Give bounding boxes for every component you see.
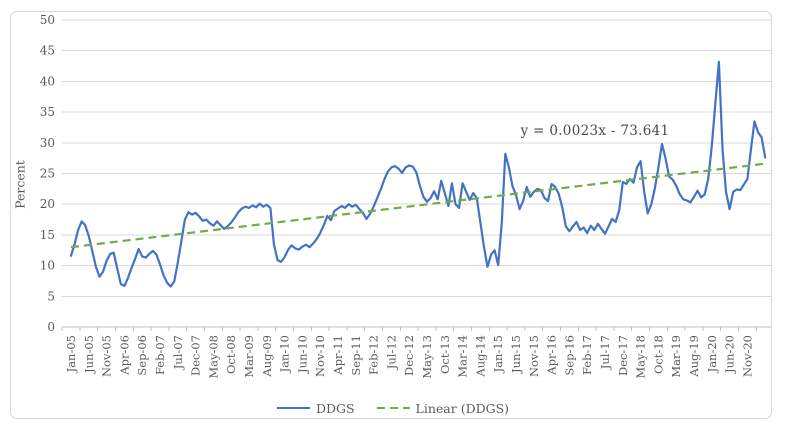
ddgs-line (69, 60, 767, 288)
x-tick-label: Mar-09 (242, 335, 256, 378)
x-tick-label: May-18 (634, 335, 648, 379)
x-tick-label: Oct-13 (438, 335, 452, 374)
x-tick-label: Aug-09 (260, 335, 274, 378)
x-tick-label: Nov-20 (740, 335, 754, 377)
x-tick-label: Sep-11 (349, 335, 363, 376)
x-tick-label: Nov-15 (527, 335, 541, 377)
x-tick-label: Jan-05 (64, 335, 78, 373)
x-tick-label: Jun-05 (82, 335, 96, 374)
legend: DDGS Linear (DDGS) (0, 398, 786, 418)
x-tick-label: Jul-12 (384, 335, 398, 370)
x-tick-label: Jul-17 (598, 335, 612, 370)
y-tick-label: 20 (40, 197, 55, 211)
y-tick-label: 45 (40, 44, 55, 58)
x-tick-label: Jun-15 (509, 335, 523, 374)
x-tick-label: Oct-08 (224, 335, 238, 374)
y-tick-label: 0 (47, 320, 55, 334)
x-tick-label: Aug-19 (687, 335, 701, 378)
x-tick-label: May-08 (206, 335, 220, 379)
y-tick-label: 30 (40, 136, 55, 150)
y-tick-label: 35 (40, 105, 55, 119)
legend-swatch-linear-ddgs (376, 406, 410, 410)
legend-swatch-ddgs (276, 406, 310, 410)
legend-item-linear-ddgs: Linear (DDGS) (376, 400, 510, 416)
x-tick-label: Jan-10 (278, 335, 292, 373)
x-tick-label: May-13 (420, 335, 434, 379)
x-tick-label: Feb-07 (153, 335, 167, 375)
y-tick-label: 15 (40, 228, 55, 242)
x-tick-label: Mar-14 (456, 335, 470, 378)
y-tick-label: 40 (40, 74, 55, 88)
legend-item-ddgs: DDGS (276, 400, 355, 416)
y-tick-label: 10 (40, 259, 55, 273)
y-tick-label: 25 (40, 167, 55, 181)
x-tick-label: Apr-06 (117, 335, 131, 376)
x-tick-label: Jun-10 (295, 335, 309, 374)
chart-frame: Percent (10, 11, 772, 419)
x-tick-label: Sep-06 (135, 335, 149, 376)
x-tick-label: Feb-12 (367, 335, 381, 375)
x-tick-label: Aug-14 (473, 335, 487, 378)
x-tick-label: Jan-20 (705, 335, 719, 373)
trendline-equation: y = 0.0023x - 73.641 (520, 123, 670, 139)
x-tick-label: Mar-19 (669, 335, 683, 378)
x-tick-label: Nov-05 (100, 335, 114, 377)
x-tick-label: Dec-12 (402, 335, 416, 376)
y-tick-label: 5 (47, 289, 55, 303)
legend-label-linear-ddgs: Linear (DDGS) (415, 400, 510, 416)
x-tick-label: Feb-17 (580, 335, 594, 375)
x-tick-label: Jul-07 (171, 335, 185, 370)
x-tick-label: Jan-15 (491, 335, 505, 373)
x-tick-label: Apr-16 (545, 335, 559, 376)
x-tick-label: Jun-20 (723, 335, 737, 374)
x-tick-label: Dec-17 (616, 335, 630, 376)
x-tick-label: Dec-07 (189, 335, 203, 376)
x-tick-label: Apr-11 (331, 335, 345, 376)
x-tick-label: Nov-10 (313, 335, 327, 377)
x-tick-label: Oct-18 (651, 335, 665, 374)
y-tick-label: 50 (40, 13, 55, 27)
x-tick-label: Sep-16 (562, 335, 576, 376)
legend-label-ddgs: DDGS (315, 400, 355, 416)
